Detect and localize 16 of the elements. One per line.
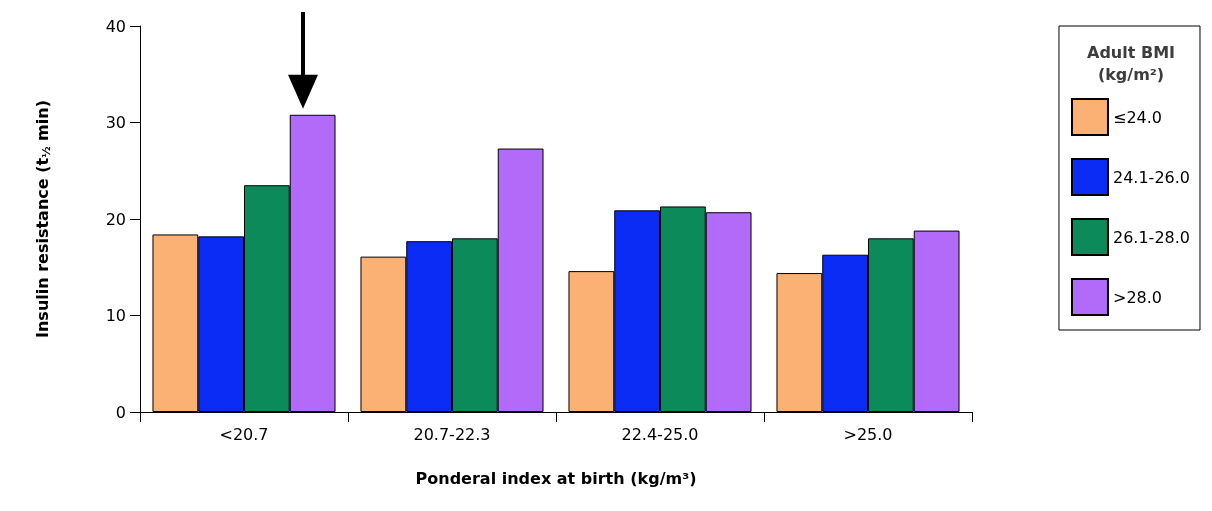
x-tick-label: 22.4-25.0 — [621, 424, 699, 444]
x-tick-label: <20.7 — [219, 424, 269, 444]
legend-label: ≤24.0 — [1112, 107, 1163, 127]
y-axis-title: Insulin resistance (t½ min) — [32, 100, 53, 338]
y-tick-label: 10 — [105, 306, 126, 325]
y-tick-label: 40 — [105, 16, 126, 36]
legend-title: Adult BMI (kg/m²) — [1087, 42, 1175, 84]
x-tick-label: 20.7-22.3 — [413, 424, 491, 444]
y-tick-label: 0 — [115, 402, 126, 422]
y-tick-label: 20 — [105, 209, 126, 229]
legend-label: 24.1-26.0 — [1112, 167, 1191, 187]
y-tick-label: 30 — [105, 113, 126, 132]
x-axis-title: Ponderal index at birth (kg/m³) — [415, 468, 697, 488]
legend-label: 26.1-28.0 — [1112, 227, 1191, 247]
x-tick-label: >25.0 — [843, 424, 893, 444]
legend-label: >28.0 — [1112, 287, 1163, 307]
